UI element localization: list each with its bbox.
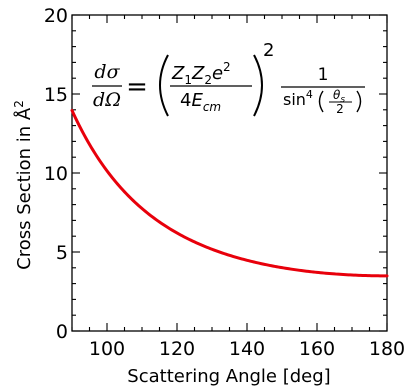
eq-right-paren xyxy=(253,54,263,117)
y-tick-label: 15 xyxy=(44,84,68,106)
x-tick-label: 180 xyxy=(369,338,405,360)
eq-rhs-numerator: 1 xyxy=(318,65,329,85)
axis-ticks xyxy=(71,14,388,332)
y-tick-label: 0 xyxy=(56,321,68,343)
y-tick-label: 10 xyxy=(44,163,68,185)
eq-equals-sign: = xyxy=(126,72,148,102)
eq-lhs-denominator: dΩ xyxy=(93,89,121,111)
equation-annotation: dσ dΩ = Z1Z2e2 4Ecm 2 1 sin4 θs 2 xyxy=(92,40,365,117)
y-axis-title: Cross Section in Å2 xyxy=(12,100,35,270)
x-axis-title: Scattering Angle [deg] xyxy=(127,366,330,387)
series-line-cross-section xyxy=(70,108,389,278)
x-tick-label: 140 xyxy=(229,338,265,360)
eq-lhs-numerator: dσ xyxy=(94,61,120,83)
eq-rhs-theta: θs xyxy=(333,88,345,105)
eq-rhs-left-paren xyxy=(318,90,324,113)
x-tick-label: 160 xyxy=(299,338,335,360)
y-tick-labels: 0 5 10 15 20 xyxy=(44,5,68,343)
eq-inner-denominator: 4Ecm xyxy=(180,90,221,114)
y-tick-label: 20 xyxy=(44,5,68,27)
eq-rhs-denominator-sin: sin4 xyxy=(283,88,313,109)
eq-outer-exponent: 2 xyxy=(263,40,274,61)
eq-rhs-two: 2 xyxy=(336,102,344,116)
x-tick-label: 120 xyxy=(159,338,195,360)
eq-rhs-right-paren xyxy=(356,90,362,113)
eq-left-paren xyxy=(159,54,169,117)
eq-inner-numerator: Z1Z2e2 xyxy=(171,60,231,87)
x-tick-labels: 100 120 140 160 180 xyxy=(89,338,405,360)
y-tick-label: 5 xyxy=(56,242,68,264)
x-tick-label: 100 xyxy=(89,338,125,360)
